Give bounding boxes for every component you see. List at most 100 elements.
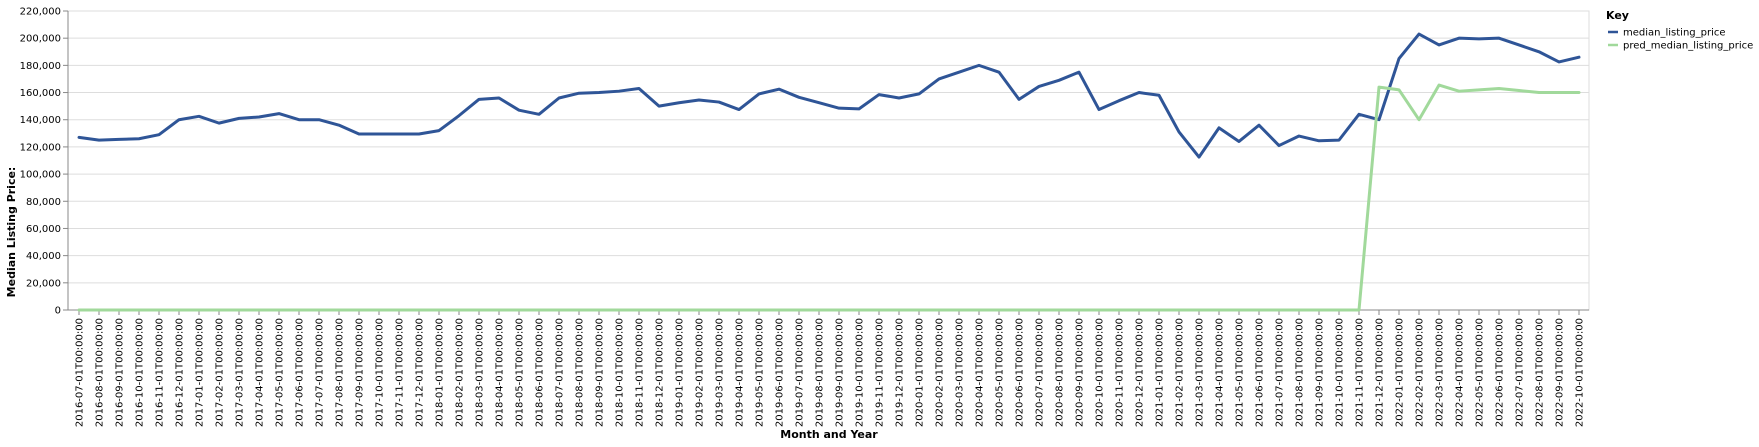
x-tick-label: 2017-09-01T00:00:00	[355, 318, 366, 427]
y-tick-label: 100,000	[20, 170, 61, 181]
x-tick-label: 2016-07-01T00:00:00	[75, 318, 86, 427]
x-tick-label: 2021-10-01T00:00:00	[1335, 318, 1346, 427]
x-tick-label: 2022-03-01T00:00:00	[1435, 318, 1446, 427]
x-tick-label: 2022-08-01T00:00:00	[1535, 318, 1546, 427]
x-tick-label: 2019-12-01T00:00:00	[895, 318, 906, 427]
x-tick-label: 2020-03-01T00:00:00	[955, 318, 966, 427]
x-tick-label: 2020-06-01T00:00:00	[1015, 318, 1026, 427]
x-tick-label: 2021-08-01T00:00:00	[1295, 318, 1306, 427]
x-tick-label: 2018-04-01T00:00:00	[495, 318, 506, 427]
x-tick-label: 2022-10-01T00:00:00	[1575, 318, 1586, 427]
x-tick-label: 2019-09-01T00:00:00	[835, 318, 846, 427]
x-tick-label: 2017-07-01T00:00:00	[315, 318, 326, 427]
legend: Key median_listing_price pred_median_list…	[1606, 9, 1753, 52]
x-tick-label: 2019-07-01T00:00:00	[795, 318, 806, 427]
x-tick-label: 2022-09-01T00:00:00	[1555, 318, 1566, 427]
x-tick-label: 2019-02-01T00:00:00	[695, 318, 706, 427]
x-tick-label: 2016-10-01T00:00:00	[135, 318, 146, 427]
x-tick-label: 2018-07-01T00:00:00	[555, 318, 566, 427]
x-tick-label: 2017-04-01T00:00:00	[255, 318, 266, 427]
y-tick-label: 20,000	[26, 278, 61, 289]
x-tick-label: 2016-08-01T00:00:00	[95, 318, 106, 427]
legend-label: pred_median_listing_price	[1623, 41, 1753, 52]
y-axis-title: Median Listing Price:	[5, 167, 18, 298]
x-tick-label: 2017-10-01T00:00:00	[375, 318, 386, 427]
x-tick-label: 2021-07-01T00:00:00	[1275, 318, 1286, 427]
x-tick-label: 2020-12-01T00:00:00	[1135, 318, 1146, 427]
x-tick-label: 2019-04-01T00:00:00	[735, 318, 746, 427]
y-tick-label: 0	[55, 306, 61, 317]
x-tick-label: 2021-09-01T00:00:00	[1315, 318, 1326, 427]
x-tick-label: 2021-01-01T00:00:00	[1155, 318, 1166, 427]
y-tick-label: 220,000	[20, 7, 61, 18]
x-tick-label: 2020-05-01T00:00:00	[995, 318, 1006, 427]
x-axis: 2016-07-01T00:00:00 2016-08-01T00:00:00 20…	[68, 309, 1589, 427]
x-tick-label: 2020-10-01T00:00:00	[1095, 318, 1106, 427]
x-tick-label: 2017-06-01T00:00:00	[295, 318, 306, 427]
x-tick-label: 2018-08-01T00:00:00	[575, 318, 586, 427]
x-tick-label: 2021-12-01T00:00:00	[1375, 318, 1386, 427]
x-tick-label: 2022-04-01T00:00:00	[1455, 318, 1466, 427]
x-tick-label: 2018-03-01T00:00:00	[475, 318, 486, 427]
x-tick-label: 2018-10-01T00:00:00	[615, 318, 626, 427]
series-line-pred_median_listing_price	[77, 83, 1581, 312]
x-tick-label: 2020-08-01T00:00:00	[1055, 318, 1066, 427]
series-lines	[77, 32, 1581, 312]
x-tick-label: 2017-08-01T00:00:00	[335, 318, 346, 427]
y-tick-label: 60,000	[26, 224, 61, 235]
x-tick-label: 2017-02-01T00:00:00	[215, 318, 226, 427]
x-tick-label: 2021-05-01T00:00:00	[1235, 318, 1246, 427]
x-tick-label: 2020-07-01T00:00:00	[1035, 318, 1046, 427]
legend-title: Key	[1606, 9, 1629, 22]
x-tick-label: 2019-11-01T00:00:00	[875, 318, 886, 427]
legend-label: median_listing_price	[1623, 28, 1726, 39]
x-tick-label: 2021-04-01T00:00:00	[1215, 318, 1226, 427]
gridlines	[67, 10, 1590, 311]
x-tick-label: 2018-11-01T00:00:00	[635, 318, 646, 427]
x-tick-label: 2017-12-01T00:00:00	[415, 318, 426, 427]
x-tick-label: 2022-02-01T00:00:00	[1415, 318, 1426, 427]
x-tick-label: 2018-05-01T00:00:00	[515, 318, 526, 427]
x-tick-label: 2016-09-01T00:00:00	[115, 318, 126, 427]
x-tick-label: 2022-07-01T00:00:00	[1515, 318, 1526, 427]
x-tick-label: 2017-11-01T00:00:00	[395, 318, 406, 427]
x-tick-label: 2018-12-01T00:00:00	[655, 318, 666, 427]
x-tick-label: 2021-06-01T00:00:00	[1255, 318, 1266, 427]
x-tick-label: 2022-06-01T00:00:00	[1495, 318, 1506, 427]
x-tick-label: 2017-05-01T00:00:00	[275, 318, 286, 427]
y-tick-label: 180,000	[20, 61, 61, 72]
y-tick-label: 80,000	[26, 197, 61, 208]
x-tick-label: 2017-03-01T00:00:00	[235, 318, 246, 427]
y-tick-label: 200,000	[20, 34, 61, 45]
x-tick-label: 2019-01-01T00:00:00	[675, 318, 686, 427]
y-tick-label: 140,000	[20, 115, 61, 126]
plot-frame	[67, 10, 1590, 311]
x-tick-label: 2022-01-01T00:00:00	[1395, 318, 1406, 427]
series-line-median_listing_price	[77, 32, 1581, 159]
x-tick-label: 2019-08-01T00:00:00	[815, 318, 826, 427]
x-tick-label: 2020-11-01T00:00:00	[1115, 318, 1126, 427]
x-tick-label: 2020-04-01T00:00:00	[975, 318, 986, 427]
x-tick-label: 2018-09-01T00:00:00	[595, 318, 606, 427]
y-tick-label: 160,000	[20, 88, 61, 99]
y-tick-label: 120,000	[20, 142, 61, 153]
x-axis-title: Month and Year	[780, 428, 878, 441]
x-tick-label: 2019-03-01T00:00:00	[715, 318, 726, 427]
x-tick-label: 2016-11-01T00:00:00	[155, 318, 166, 427]
x-tick-label: 2020-09-01T00:00:00	[1075, 318, 1086, 427]
x-tick-label: 2022-05-01T00:00:00	[1475, 318, 1486, 427]
x-tick-label: 2019-06-01T00:00:00	[775, 318, 786, 427]
x-tick-label: 2019-05-01T00:00:00	[755, 318, 766, 427]
x-tick-label: 2021-11-01T00:00:00	[1355, 318, 1366, 427]
x-tick-label: 2018-02-01T00:00:00	[455, 318, 466, 427]
x-tick-label: 2021-03-01T00:00:00	[1195, 318, 1206, 427]
x-tick-label: 2019-10-01T00:00:00	[855, 318, 866, 427]
x-tick-label: 2021-02-01T00:00:00	[1175, 318, 1186, 427]
y-axis: 0 20,000 40,000 60,000 80,000 100,000 120,000 1…	[20, 7, 69, 317]
x-tick-label: 2020-01-01T00:00:00	[915, 318, 926, 427]
x-tick-label: 2016-12-01T00:00:00	[175, 318, 186, 427]
x-tick-label: 2018-06-01T00:00:00	[535, 318, 546, 427]
y-tick-label: 40,000	[26, 251, 61, 262]
x-tick-label: 2020-02-01T00:00:00	[935, 318, 946, 427]
